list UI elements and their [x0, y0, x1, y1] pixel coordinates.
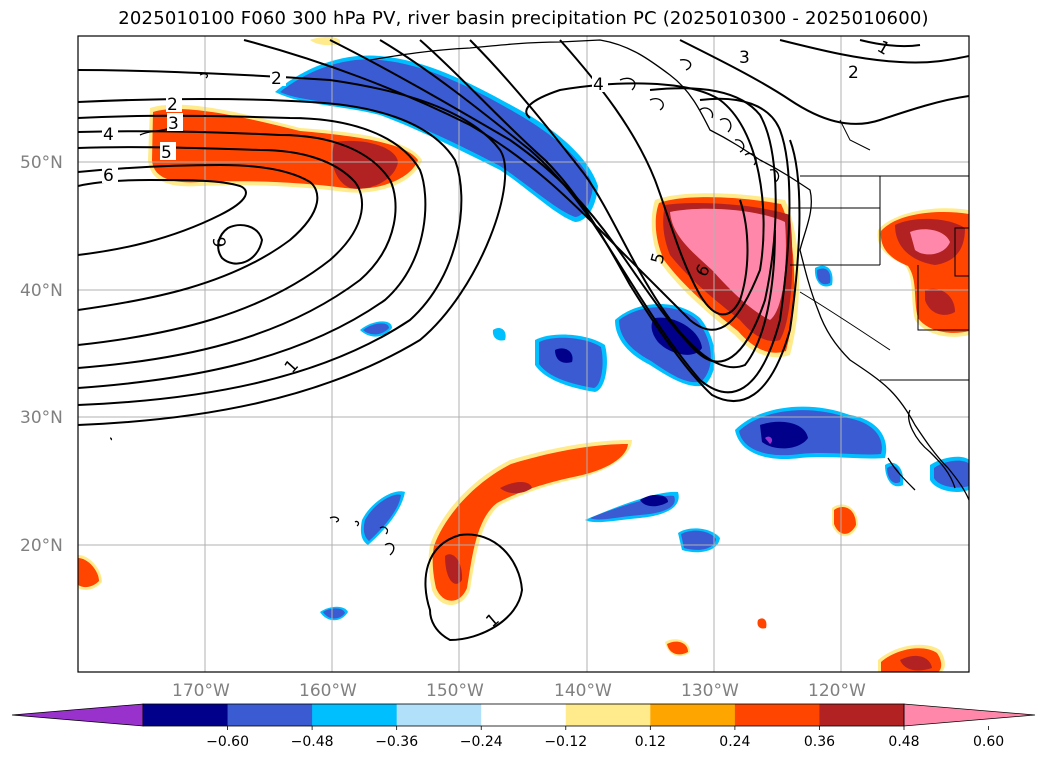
pv-contour-label: 2 [167, 95, 178, 115]
colorbar-tick-label: 0.36 [804, 734, 835, 750]
lat-label: 20°N [20, 536, 63, 556]
colorbar-tick-label: 0.24 [719, 734, 750, 750]
colorbar-swatch [312, 704, 398, 726]
lon-label: 130°W [681, 681, 739, 701]
colorbar-tick-label: 0.60 [973, 734, 1004, 750]
pv-contours [78, 39, 969, 642]
lon-label: 150°W [426, 681, 484, 701]
plot-content: 2 2 3 4 5 6 6 1 1 4 3 2 1 5 6 [78, 36, 969, 672]
colorbar-tick-label: −0.60 [206, 734, 249, 750]
pv-contour-label: 4 [593, 75, 604, 95]
pv-contour-label: 3 [739, 48, 750, 68]
lat-label: 50°N [20, 153, 63, 173]
colorbar-tick-label: −0.12 [544, 734, 587, 750]
lon-label: 120°W [808, 681, 866, 701]
precip-small-features [78, 37, 969, 672]
precip-positive-interior-west [877, 208, 969, 337]
lon-label: 170°W [172, 681, 230, 701]
colorbar-swatch [396, 704, 482, 726]
map-title: 2025010100 F060 300 hPa PV, river basin … [118, 8, 929, 29]
colorbar-tick-label: 0.48 [888, 734, 919, 750]
precip-positive-subtropical [428, 440, 632, 605]
longitude-labels: 170°W 160°W 150°W 140°W 130°W 120°W [172, 681, 866, 701]
political-borders [790, 119, 969, 381]
colorbar-swatch [481, 704, 567, 726]
colorbar-frame [142, 703, 905, 727]
plot-frame [77, 35, 970, 673]
lon-label: 160°W [299, 681, 357, 701]
colorbar: −0.60 −0.48 −0.36 −0.24 −0.12 0.12 0.24 0.36 0.4… [11, 703, 1036, 750]
colorbar-swatch [819, 704, 905, 726]
pv-contour-label: 5 [648, 251, 670, 267]
pv-contour-label: 3 [168, 114, 179, 134]
colorbar-extend-min [11, 703, 144, 727]
colorbar-tick-label: −0.48 [291, 734, 334, 750]
colorbar-tick-label: −0.24 [460, 734, 503, 750]
colorbar-swatch [565, 704, 651, 726]
colorbar-tick-label: 0.12 [635, 734, 666, 750]
pv-contour-label: 2 [271, 69, 282, 89]
graticule [78, 36, 969, 672]
colorbar-tick-label: −0.36 [375, 734, 418, 750]
lat-label: 30°N [20, 408, 63, 428]
colorbar-extend-max [903, 703, 1036, 727]
colorbar-swatch [143, 704, 229, 726]
colorbar-swatch [227, 704, 313, 726]
colorbar-swatch [650, 704, 736, 726]
precip-negative-baja [735, 406, 887, 460]
pv-contour-label: 2 [848, 63, 859, 83]
lat-label: 40°N [20, 281, 63, 301]
pv-contour-label: 6 [103, 166, 114, 186]
latitude-labels: 50°N 40°N 30°N 20°N [20, 153, 63, 556]
pv-contour-label: 6 [210, 236, 231, 249]
pv-contour-label: 5 [161, 143, 172, 163]
lon-label: 140°W [554, 681, 612, 701]
colorbar-swatch [734, 704, 820, 726]
pv-contour-label: 4 [103, 125, 114, 145]
